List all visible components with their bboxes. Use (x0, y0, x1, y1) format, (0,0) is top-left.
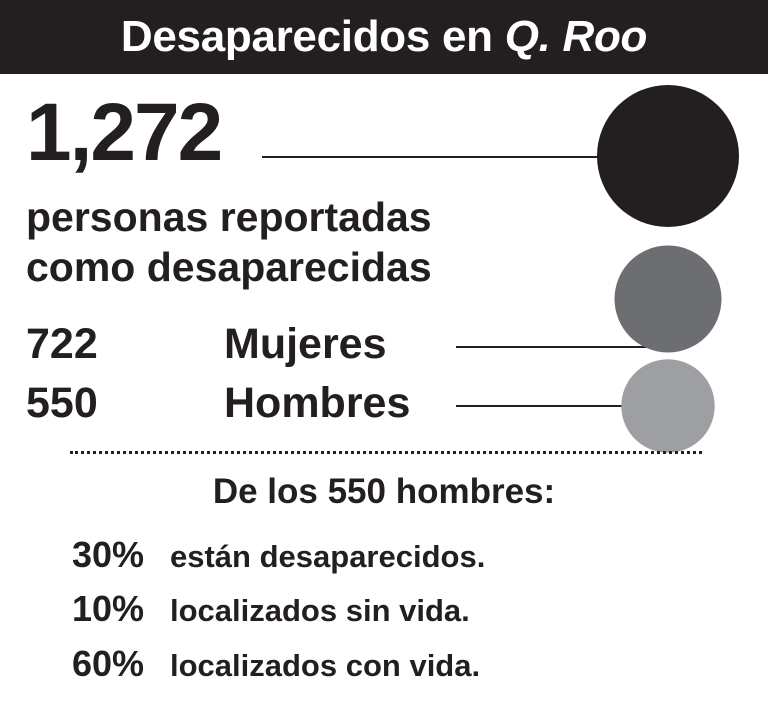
bubble-layer (262, 85, 739, 453)
stat-description: están desaparecidos. (170, 539, 486, 574)
total-label: personas reportadas como desaparecidas (26, 192, 546, 292)
stat-description: localizados con vida. (170, 648, 481, 683)
stat-percent: 10% (72, 588, 145, 629)
bubble-total (597, 85, 739, 227)
hombres-label: Hombres (224, 379, 411, 427)
bubble-mujeres (614, 245, 722, 353)
title-italic: Q. Roo (504, 12, 648, 61)
hombres-row: 550 Hombres (26, 379, 410, 427)
stat-percent: 30% (72, 534, 145, 575)
stat-row: 10% localizados sin vida. (72, 588, 470, 630)
title-main: Desaparecidos en (120, 12, 493, 61)
hombres-value: 550 (26, 379, 98, 427)
stat-row: 30% están desaparecidos. (72, 534, 485, 576)
mujeres-row: 722 Mujeres (26, 320, 387, 368)
total-label-line1: personas reportadas (26, 194, 432, 240)
stat-description: localizados sin vida. (170, 593, 470, 628)
total-label-line2: como desaparecidas (26, 244, 432, 290)
stat-percent: 60% (72, 643, 145, 684)
mujeres-label: Mujeres (224, 320, 387, 368)
stat-row: 60% localizados con vida. (72, 643, 480, 685)
bubble-hombres (621, 359, 715, 453)
total-value: 1,272 (26, 87, 223, 178)
breakdown-title: De los 550 hombres: (212, 472, 556, 511)
chart-title: Desaparecidos en Q. Roo (0, 0, 768, 74)
mujeres-value: 722 (26, 320, 98, 368)
divider (70, 451, 702, 454)
